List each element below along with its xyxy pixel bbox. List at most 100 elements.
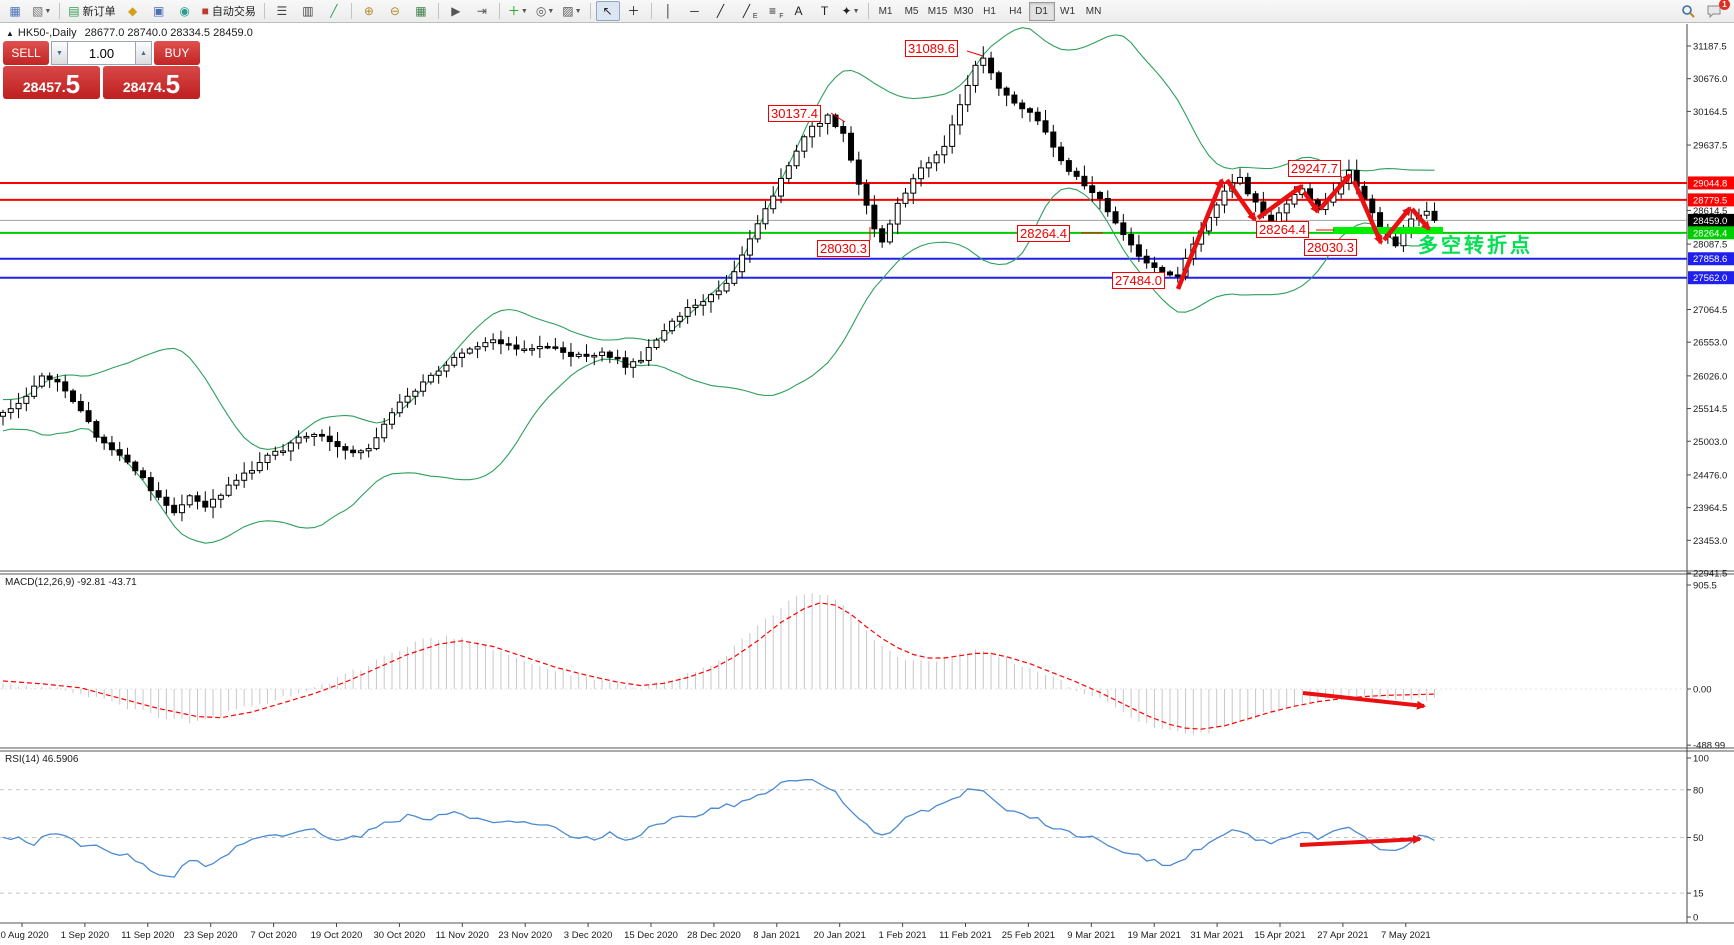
toolbar-separator [650, 3, 652, 19]
svg-text:11 Nov 2020: 11 Nov 2020 [436, 930, 489, 941]
sell-price: 28457. [22, 79, 66, 95]
svg-text:28 Dec 2020: 28 Dec 2020 [687, 930, 741, 941]
cursor-button[interactable]: ↖ [595, 1, 620, 21]
svg-text:27064.5: 27064.5 [1693, 305, 1727, 316]
main-toolbar: ▦ ▧ ▼ ▤ 新订单 ◆ ▣ ◉ ■ 自动交易 ☰ ▥ ╱ ⊕ ⊖ ▦ ▶ ⇥ ＋ ▼ ◎ ▼ ▨ ▼ ↖ ＋ │ ─ ╱ ╱ E ≡ F A T… [0, 0, 1734, 23]
terminal-button[interactable]: ▣ [147, 1, 171, 21]
line-chart-button[interactable]: ╱ [322, 1, 346, 21]
fibonacci-button[interactable]: ≡ F [769, 4, 784, 20]
timeframe-m1-button[interactable]: M1 [878, 5, 893, 17]
zoom-in-button[interactable]: ⊕ [357, 1, 381, 21]
zoom-out-button[interactable]: ⊖ [383, 1, 407, 21]
tile-windows-button[interactable]: ▦ [409, 1, 433, 21]
rsi-label: RSI(14) 46.5906 [5, 754, 79, 765]
bar-chart-button[interactable]: ☰ [270, 1, 294, 21]
timeframe-mn-button[interactable]: MN [1085, 5, 1102, 17]
timeframe-h1-button[interactable]: H1 [983, 5, 996, 17]
new-order-button[interactable]: ▤ 新订单 [68, 4, 116, 18]
chart-shift-button[interactable]: ⇥ [470, 1, 494, 21]
arrows-tool-button[interactable]: ✦ ▼ [841, 4, 860, 18]
price-annotation-label[interactable]: 30137.4 [768, 105, 821, 122]
svg-text:11 Sep 2020: 11 Sep 2020 [121, 930, 174, 941]
text-button[interactable]: A [787, 1, 811, 21]
terminal-icon: ▣ [152, 4, 165, 18]
autotrading-button[interactable]: ■ 自动交易 [201, 4, 256, 18]
crosshair-button[interactable]: ＋ [622, 1, 646, 21]
svg-text:31187.5: 31187.5 [1693, 42, 1727, 53]
auto-scroll-icon: ▶ [451, 4, 461, 18]
svg-text:100: 100 [1693, 754, 1709, 765]
svg-text:23964.5: 23964.5 [1693, 503, 1727, 514]
svg-text:19 Oct 2020: 19 Oct 2020 [311, 930, 363, 941]
price-axis: 31187.5 30676.0 30164.5 29637.5 28614.5 28087… [1687, 42, 1734, 924]
svg-text:23 Nov 2020: 23 Nov 2020 [498, 930, 552, 941]
svg-text:1 Sep 2020: 1 Sep 2020 [61, 930, 110, 941]
periods-icon: ◎ [535, 4, 547, 18]
volume-increase-button[interactable]: ▲ [135, 41, 152, 65]
volume-decrease-button[interactable]: ▼ [51, 41, 68, 65]
price-annotation-label[interactable]: 28264.4 [1256, 221, 1309, 238]
toolbar-separator [867, 3, 869, 19]
zoom-in-icon: ⊕ [363, 4, 374, 18]
toolbar-separator [263, 3, 265, 19]
metaeditor-icon: ◆ [128, 4, 138, 18]
text-icon: A [794, 4, 803, 18]
svg-text:15 Dec 2020: 15 Dec 2020 [624, 930, 678, 941]
timeframe-w1-button[interactable]: W1 [1060, 5, 1076, 17]
svg-text:20 Jan 2021: 20 Jan 2021 [814, 930, 866, 941]
metaeditor-button[interactable]: ◆ [121, 1, 145, 21]
price-annotation-label[interactable]: 28264.4 [1017, 225, 1070, 242]
indicators-button[interactable]: ＋ ▼ [507, 4, 528, 18]
candle-chart-button[interactable]: ▥ [296, 1, 320, 21]
notifications-button[interactable]: 1 [1702, 0, 1730, 21]
svg-text:905.5: 905.5 [1693, 581, 1717, 592]
turning-point-note[interactable]: 多空转折点 [1418, 235, 1533, 257]
timeframe-h4-button[interactable]: H4 [1009, 5, 1022, 17]
price-annotation-label[interactable]: 29247.7 [1288, 160, 1341, 177]
timeframe-m15-button[interactable]: M15 [927, 5, 948, 17]
volume-input[interactable]: 1.00 [68, 41, 135, 65]
timeframe-m5-button[interactable]: M5 [904, 5, 919, 17]
svg-text:27562.0: 27562.0 [1693, 273, 1727, 284]
cursor-icon: ↖ [602, 4, 613, 18]
candle-chart-icon: ▥ [302, 4, 314, 18]
rsi-pane [0, 778, 1687, 894]
auto-scroll-button[interactable]: ▶ [444, 1, 468, 21]
price-annotation-label[interactable]: 28030.3 [1304, 239, 1357, 256]
horizontal-line-button[interactable]: ─ [683, 1, 707, 21]
horizontal-line-icon: ─ [690, 4, 699, 18]
price-annotation-label[interactable]: 28030.3 [817, 240, 870, 257]
timeframe-m30-button[interactable]: M30 [953, 5, 974, 17]
tile-windows-icon: ▦ [415, 4, 427, 18]
notification-count-badge: 1 [1719, 0, 1730, 10]
templates-button[interactable]: ▨ ▼ [562, 4, 582, 18]
vertical-line-button[interactable]: │ [657, 1, 681, 21]
periods-button[interactable]: ◎ ▼ [535, 4, 555, 18]
profiles-button[interactable]: ▧ ▼ [32, 4, 52, 18]
svg-text:7 May 2021: 7 May 2021 [1381, 930, 1431, 941]
buy-price: 28474. [122, 79, 166, 95]
svg-text:24476.0: 24476.0 [1693, 470, 1727, 481]
price-annotation-label[interactable]: 31089.6 [905, 40, 958, 57]
sell-price-button[interactable]: 28457. 5 [3, 66, 100, 99]
buy-button[interactable]: BUY [154, 41, 200, 65]
signals-button[interactable]: ◉ [173, 1, 197, 21]
buy-price-button[interactable]: 28474. 5 [103, 66, 200, 99]
timeframe-d1-button[interactable]: D1 [1028, 1, 1055, 21]
text-label-button[interactable]: T [813, 1, 837, 21]
line-chart-icon: ╱ [330, 4, 338, 18]
sell-button[interactable]: SELL [3, 41, 49, 65]
price-annotation-label[interactable]: 27484.0 [1112, 272, 1165, 289]
search-button[interactable] [1676, 1, 1700, 21]
svg-text:15: 15 [1693, 889, 1704, 900]
svg-text:3 Dec 2020: 3 Dec 2020 [564, 930, 613, 941]
equidistant-channel-button[interactable]: ╱ E [742, 4, 758, 20]
svg-text:26026.0: 26026.0 [1693, 371, 1727, 382]
trendline-button[interactable]: ╱ [709, 1, 733, 21]
new-chart-button[interactable]: ▦ [3, 1, 27, 21]
toolbar-separator [498, 3, 500, 19]
chart-ohlc-values: 28677.0 28740.0 28334.5 28459.0 [84, 27, 253, 39]
svg-text:22941.5: 22941.5 [1693, 569, 1727, 580]
panel-collapse-icon[interactable]: ▲ [6, 29, 14, 38]
